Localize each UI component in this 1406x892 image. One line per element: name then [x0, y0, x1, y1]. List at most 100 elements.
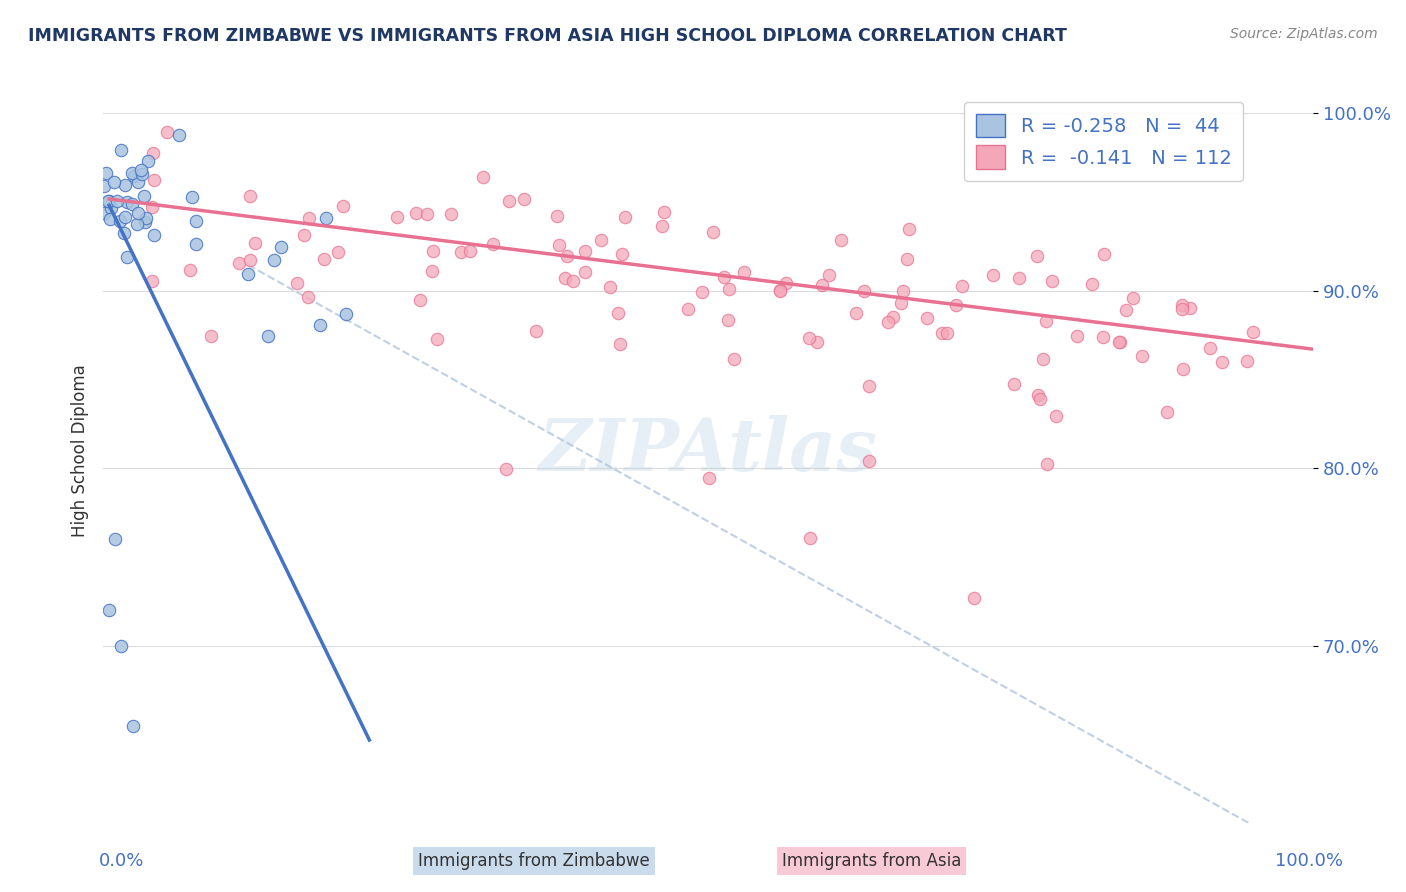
Point	[458, 244, 481, 258]
Point	[811, 278, 834, 293]
Point	[546, 209, 568, 223]
Point	[1092, 247, 1115, 261]
Point	[270, 240, 292, 254]
Point	[574, 265, 596, 279]
Point	[314, 252, 336, 267]
Point	[136, 154, 159, 169]
Point	[845, 305, 868, 319]
Point	[129, 163, 152, 178]
Point	[97, 194, 120, 208]
Point	[104, 533, 127, 547]
Point	[652, 205, 675, 219]
Point	[716, 313, 738, 327]
Point	[1236, 354, 1258, 368]
Point	[105, 194, 128, 209]
Point	[426, 333, 449, 347]
Point	[125, 217, 148, 231]
Point	[1122, 291, 1144, 305]
Point	[141, 274, 163, 288]
Point	[263, 253, 285, 268]
Point	[882, 310, 904, 325]
Point	[110, 214, 132, 228]
Point	[1156, 405, 1178, 419]
Point	[122, 169, 145, 183]
Point	[110, 639, 132, 653]
Point	[1108, 334, 1130, 349]
Point	[651, 219, 673, 233]
Point	[335, 307, 357, 321]
Point	[713, 269, 735, 284]
Point	[409, 293, 432, 307]
Point	[292, 227, 315, 242]
Point	[548, 238, 571, 252]
Point	[697, 471, 720, 485]
Point	[94, 166, 117, 180]
Point	[167, 128, 190, 142]
Text: 100.0%: 100.0%	[1275, 852, 1343, 870]
Point	[115, 195, 138, 210]
Point	[131, 167, 153, 181]
Point	[1035, 314, 1057, 328]
Point	[180, 190, 202, 204]
Point	[797, 331, 820, 345]
Point	[127, 206, 149, 220]
Text: IMMIGRANTS FROM ZIMBABWE VS IMMIGRANTS FROM ASIA HIGH SCHOOL DIPLOMA CORRELATION: IMMIGRANTS FROM ZIMBABWE VS IMMIGRANTS F…	[28, 27, 1067, 45]
Point	[236, 267, 259, 281]
Point	[287, 276, 309, 290]
Point	[112, 226, 135, 240]
Point	[690, 285, 713, 300]
Point	[917, 311, 939, 326]
Point	[723, 352, 745, 367]
Point	[830, 233, 852, 247]
Point	[678, 301, 700, 316]
Point	[332, 198, 354, 212]
Point	[100, 201, 122, 215]
Point	[405, 206, 427, 220]
Point	[239, 188, 262, 202]
Point	[896, 252, 918, 266]
Point	[1211, 355, 1233, 369]
Point	[134, 189, 156, 203]
Point	[775, 276, 797, 290]
Point	[950, 278, 973, 293]
Point	[599, 280, 621, 294]
Point	[103, 175, 125, 189]
Point	[799, 531, 821, 545]
Point	[245, 236, 267, 251]
Point	[513, 192, 536, 206]
Point	[93, 178, 115, 193]
Text: ZIPAtlas: ZIPAtlas	[538, 415, 877, 486]
Point	[591, 233, 613, 247]
Point	[1032, 352, 1054, 367]
Point	[440, 207, 463, 221]
Point	[898, 221, 921, 235]
Point	[422, 244, 444, 259]
Point	[114, 178, 136, 193]
Point	[609, 337, 631, 351]
Point	[184, 237, 207, 252]
Point	[1040, 274, 1063, 288]
Point	[115, 250, 138, 264]
Point	[562, 274, 585, 288]
Point	[121, 166, 143, 180]
Point	[122, 719, 145, 733]
Point	[806, 334, 828, 349]
Point	[983, 268, 1005, 282]
Text: Immigrants from Asia: Immigrants from Asia	[782, 852, 962, 870]
Point	[1045, 409, 1067, 423]
Point	[186, 213, 208, 227]
Point	[98, 212, 121, 227]
Point	[135, 211, 157, 225]
Point	[228, 256, 250, 270]
Point	[1029, 392, 1052, 407]
Point	[498, 194, 520, 208]
Point	[1066, 328, 1088, 343]
Text: 0.0%: 0.0%	[98, 852, 143, 870]
Point	[1080, 277, 1102, 291]
Point	[574, 244, 596, 258]
Point	[1171, 362, 1194, 376]
Point	[495, 462, 517, 476]
Point	[114, 211, 136, 225]
Point	[858, 454, 880, 468]
Point	[93, 206, 115, 220]
